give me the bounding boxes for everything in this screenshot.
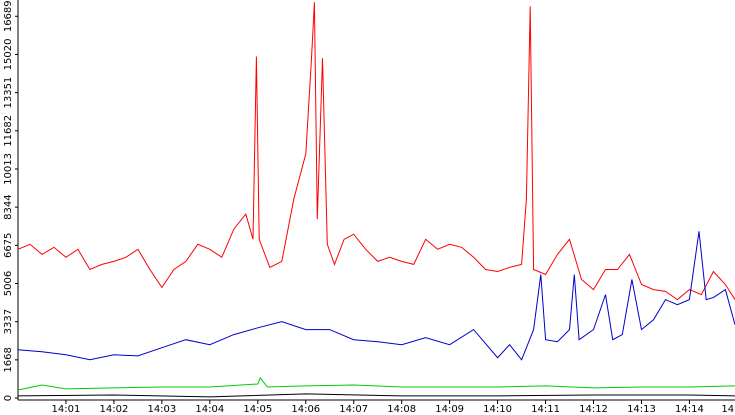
x-tick-label: 14:08 xyxy=(387,404,416,415)
x-tick-label: 14:07 xyxy=(339,404,368,415)
y-tick-label: 10013 xyxy=(3,153,14,185)
x-tick-label: 14:12 xyxy=(579,404,608,415)
x-tick-label: 14 xyxy=(721,404,734,415)
x-tick-label: 14:04 xyxy=(195,404,224,415)
y-tick-label: 16689 xyxy=(3,0,14,32)
y-tick-label: 13351 xyxy=(3,77,14,109)
y-tick-label: 11682 xyxy=(3,115,14,147)
x-tick-label: 14:06 xyxy=(291,404,320,415)
x-tick-label: 14:05 xyxy=(243,404,272,415)
x-tick-label: 14:11 xyxy=(531,404,560,415)
x-tick-label: 14:13 xyxy=(627,404,656,415)
y-tick-label: 5006 xyxy=(3,271,14,296)
y-tick-label: 3337 xyxy=(3,309,14,334)
y-tick-label: 6675 xyxy=(3,233,14,258)
x-tick-label: 14:14 xyxy=(675,404,704,415)
series-line xyxy=(17,393,735,398)
series-line xyxy=(17,376,735,391)
x-tick-label: 14:10 xyxy=(483,404,512,415)
x-tick-label: 14:03 xyxy=(147,404,176,415)
y-tick-label: 0 xyxy=(3,395,14,401)
x-tick-label: 14:09 xyxy=(435,404,464,415)
y-tick-label: 1668 xyxy=(3,347,14,372)
x-tick-label: 14:02 xyxy=(100,404,129,415)
y-tick-label: 8344 xyxy=(3,194,14,219)
series-line xyxy=(17,231,735,361)
x-tick-label: 14:01 xyxy=(52,404,81,415)
y-tick-label: 15020 xyxy=(3,39,14,71)
series-line xyxy=(17,2,735,301)
